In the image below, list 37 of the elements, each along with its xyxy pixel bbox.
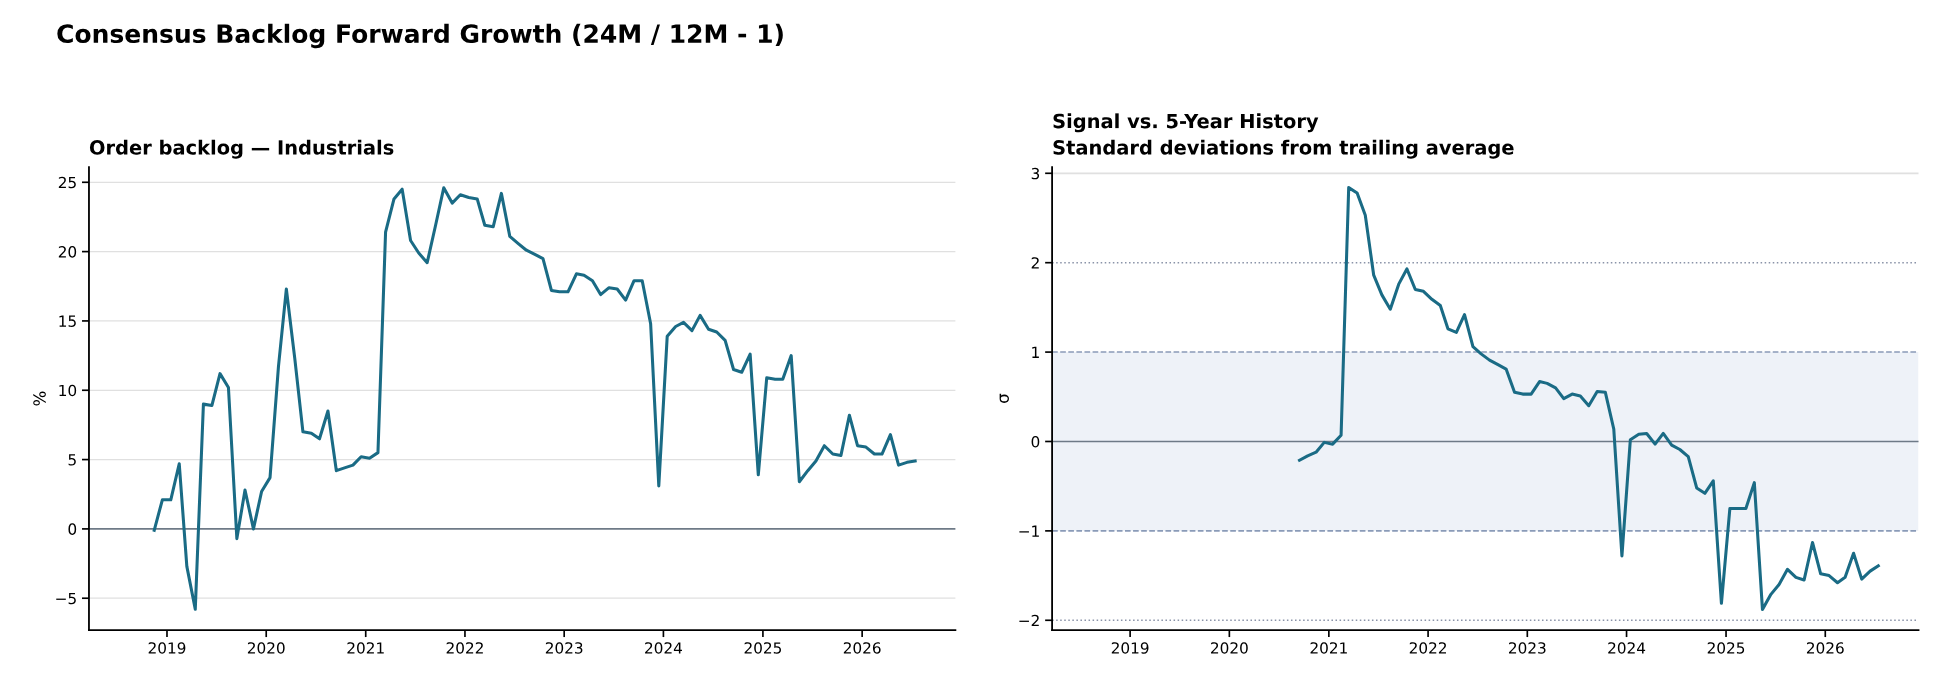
y-tick-label: 3 xyxy=(1031,167,1040,180)
y-tick-label: 15 xyxy=(59,315,76,327)
line-series xyxy=(1297,186,1880,612)
x-tick-label: 2020 xyxy=(247,642,285,654)
y-tick-label: 10 xyxy=(59,384,77,397)
x-tick-label: 2026 xyxy=(843,642,881,654)
x-tick-label: 2021 xyxy=(1310,642,1347,654)
x-tick-label: 2024 xyxy=(645,642,682,654)
line-series xyxy=(152,186,917,611)
x-tick-label: 2020 xyxy=(1211,642,1248,654)
x-tick-label: 2022 xyxy=(1409,642,1446,654)
y-tick-label: 0 xyxy=(68,523,77,535)
y-tick-label: −1 xyxy=(1019,525,1039,537)
x-tick-label: 2025 xyxy=(1707,642,1745,654)
x-tick-label: 2023 xyxy=(545,642,583,654)
x-tick-label: 2025 xyxy=(744,642,782,654)
chart-title: Signal vs. 5-Year History xyxy=(1053,113,1319,133)
x-tick-label: 2021 xyxy=(347,642,384,654)
x-tick-label: 2022 xyxy=(446,642,483,654)
x-tick-label: 2023 xyxy=(1508,642,1546,654)
y-axis-title: σ xyxy=(999,393,1009,403)
y-tick-label: 20 xyxy=(58,246,77,258)
y-tick-label: 25 xyxy=(58,176,76,189)
text: Consensus Backlog Forward Growth (24M / 12M - 1) xyxy=(57,23,783,49)
chart-title: Order backlog — Industrials xyxy=(89,139,394,159)
chart-subtitle: Standard deviations from trailing average xyxy=(1053,139,1514,159)
x-tick-label: 2026 xyxy=(1806,642,1844,654)
y-tick-label: −2 xyxy=(1019,614,1039,627)
y-tick-label: 5 xyxy=(68,454,76,466)
y-tick-label: −5 xyxy=(56,592,76,605)
y-tick-label: 1 xyxy=(1032,346,1039,358)
y-axis-title: % xyxy=(33,391,46,406)
x-tick-label: 2019 xyxy=(148,642,186,654)
x-tick-label: 2019 xyxy=(1111,642,1149,654)
y-tick-label: 0 xyxy=(1031,435,1040,448)
x-tick-label: 2024 xyxy=(1608,642,1646,654)
y-tick-label: 2 xyxy=(1031,257,1039,269)
